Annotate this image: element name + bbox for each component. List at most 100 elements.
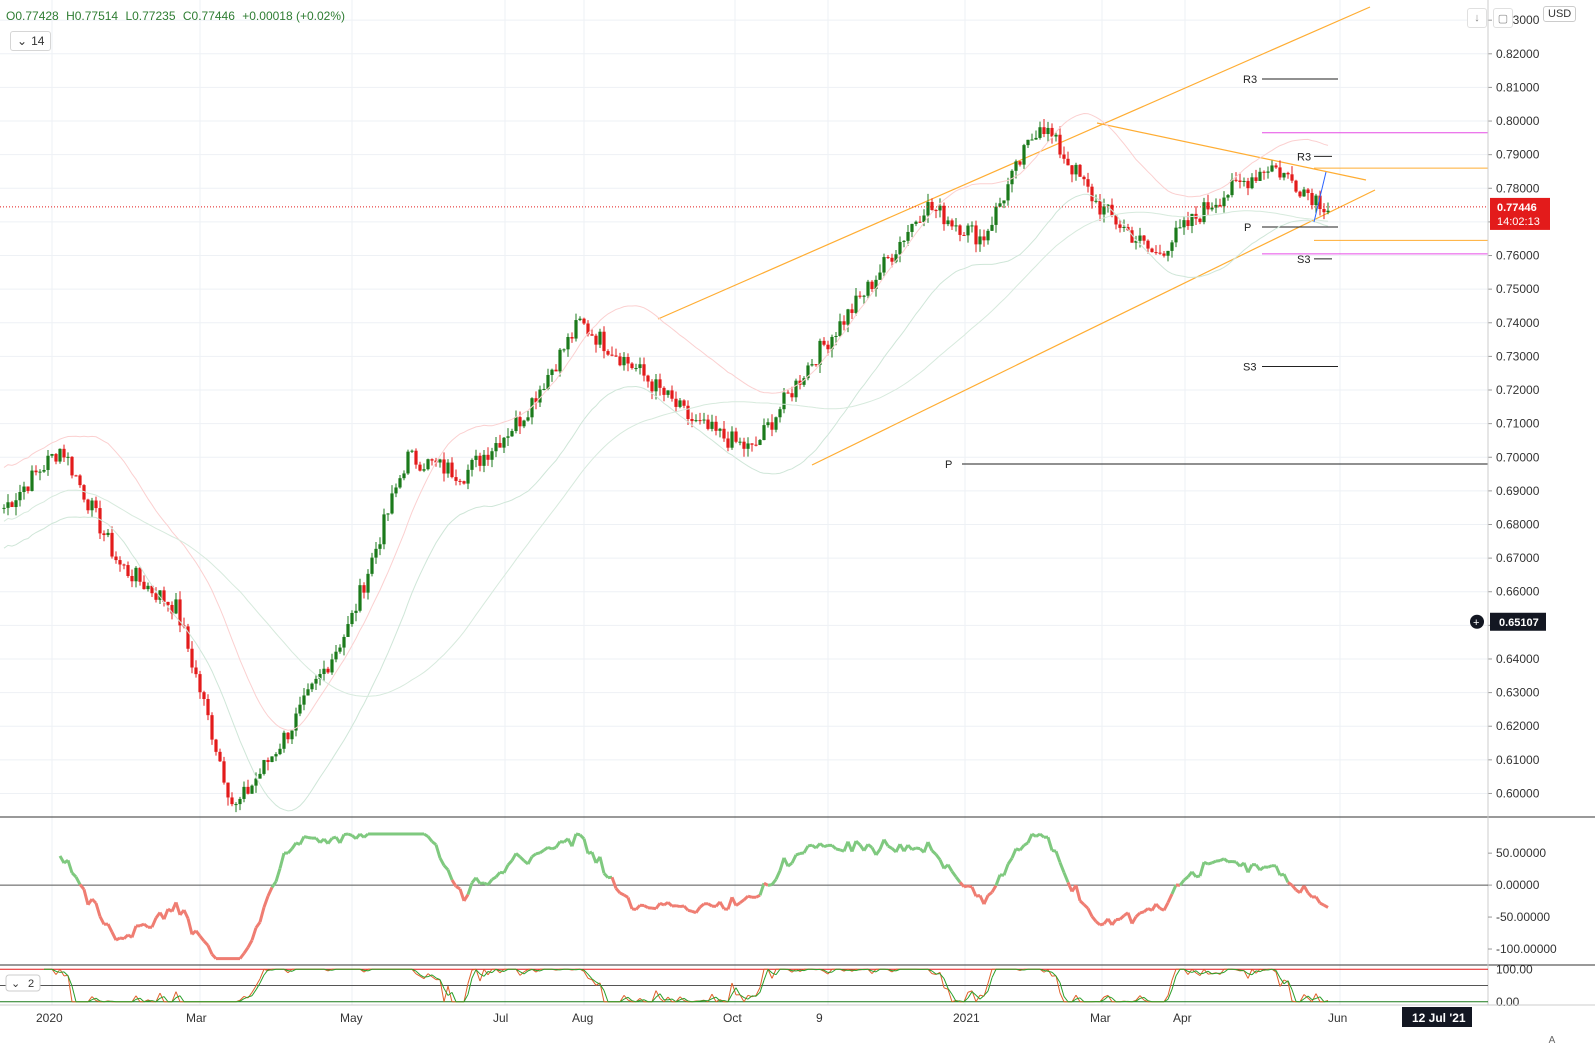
osc-segment xyxy=(1166,893,1174,904)
stoch-d-line xyxy=(1163,998,1169,1003)
osc-segment xyxy=(934,853,942,861)
candle-body xyxy=(650,381,654,392)
y-tick-label: 0.64000 xyxy=(1496,652,1540,666)
candle-body xyxy=(326,668,330,673)
candle-body xyxy=(970,225,974,227)
x-tick-label: 9 xyxy=(816,1011,823,1025)
candle-body xyxy=(1210,207,1214,210)
stoch-d-line xyxy=(707,998,713,1002)
candle-body xyxy=(566,337,570,350)
candle-body xyxy=(214,739,218,752)
stoch-d-line xyxy=(715,996,721,1002)
candle-body xyxy=(390,493,394,514)
osc-segment xyxy=(1086,907,1094,918)
stoch-k-line xyxy=(659,998,665,1003)
candle-body xyxy=(1282,172,1286,178)
candle-body xyxy=(1246,180,1250,189)
y-tick-label: 0.63000 xyxy=(1496,686,1540,700)
candle-body xyxy=(638,364,642,369)
stoch-d-line xyxy=(515,968,521,973)
osc-segment xyxy=(331,835,337,840)
arrow-down-icon[interactable]: ↓ xyxy=(1467,8,1487,28)
candle-body xyxy=(1242,180,1246,182)
candle-body xyxy=(1222,197,1226,207)
osc-segment xyxy=(450,879,458,888)
stoch-d-line xyxy=(255,982,261,991)
stoch-d-line xyxy=(1219,971,1225,974)
candle-body xyxy=(890,257,894,262)
candle-body xyxy=(530,398,534,418)
osc-segment xyxy=(515,852,521,858)
osc-segment xyxy=(835,847,841,852)
y-tick-label: 0.60000 xyxy=(1496,786,1540,800)
osc-segment xyxy=(1282,873,1290,884)
candle-body xyxy=(642,364,646,376)
stoch-d-line xyxy=(1311,997,1317,1001)
stoch-d-line xyxy=(711,996,717,1000)
candle-body xyxy=(314,678,318,684)
osc-segment xyxy=(547,846,553,851)
stoch-d-line xyxy=(1195,970,1201,975)
candle-body xyxy=(834,335,838,337)
candle-body xyxy=(810,364,814,366)
osc-segment xyxy=(1170,884,1178,895)
osc-segment xyxy=(954,876,962,884)
y-tick-label: 0.62000 xyxy=(1496,719,1540,733)
stoch-k-line xyxy=(439,979,445,1002)
stoch-d-line xyxy=(1235,968,1241,971)
stoch-d-line xyxy=(1223,968,1229,973)
stoch-k-line xyxy=(739,994,745,1002)
stoch-k-line xyxy=(755,987,761,996)
stoch-d-line xyxy=(1303,995,1309,1000)
currency-badge[interactable]: USD xyxy=(1543,6,1577,22)
stoch-k-line xyxy=(759,969,765,988)
fullscreen-icon[interactable]: ▢ xyxy=(1493,8,1513,28)
candle-body xyxy=(46,455,50,470)
candle-body xyxy=(1018,161,1022,165)
indicator-length-button[interactable]: ⌄ 14 xyxy=(10,31,52,51)
stoch-k-line xyxy=(1047,969,1053,977)
stoch-d-line xyxy=(959,1000,965,1003)
stoch-d-line xyxy=(767,968,773,974)
candle-body xyxy=(602,331,606,352)
x-tick-label: Aug xyxy=(572,1011,593,1025)
candle-body xyxy=(662,387,666,395)
stoch-d-line xyxy=(143,1000,149,1003)
candle-body xyxy=(646,375,650,382)
candle-body xyxy=(1066,158,1070,166)
osc-segment xyxy=(438,857,446,867)
candle-body xyxy=(770,422,774,430)
stoch-d-line xyxy=(679,997,685,1001)
stoch-d-line xyxy=(1039,968,1045,971)
candle-body xyxy=(1130,230,1134,243)
stoch-k-line xyxy=(1195,972,1201,977)
stoch-k-line xyxy=(987,969,993,984)
stoch-k-line xyxy=(967,990,973,993)
candle-body xyxy=(1318,195,1322,210)
osc-segment xyxy=(682,904,690,912)
lower-band-line xyxy=(3,193,1329,812)
slow-ma-line xyxy=(3,210,1329,697)
stoch-d-line xyxy=(1015,968,1021,971)
candle-body xyxy=(798,380,802,385)
y-tick-label: 0.73000 xyxy=(1496,349,1540,363)
stoch-k-line xyxy=(619,995,625,1003)
stoch-d-line xyxy=(1199,972,1205,975)
stoch-d-line xyxy=(735,987,741,996)
candle-body xyxy=(658,379,662,388)
stoch-d-line xyxy=(1079,997,1085,1003)
candle-body xyxy=(918,221,922,223)
candle-body xyxy=(70,456,74,476)
osc-segment xyxy=(735,901,741,907)
stoch-d-line xyxy=(979,995,985,1000)
osc-segment xyxy=(202,940,210,947)
candle-body xyxy=(1138,235,1142,241)
auto-scale-button[interactable]: A xyxy=(1548,1035,1556,1046)
x-tick-label: 2021 xyxy=(953,1011,980,1025)
candle-body xyxy=(722,428,726,439)
stoch-k-line xyxy=(1103,994,1109,998)
osc-segment xyxy=(970,886,978,897)
osc-segment xyxy=(747,894,753,899)
stoch-length-button xyxy=(5,974,41,992)
